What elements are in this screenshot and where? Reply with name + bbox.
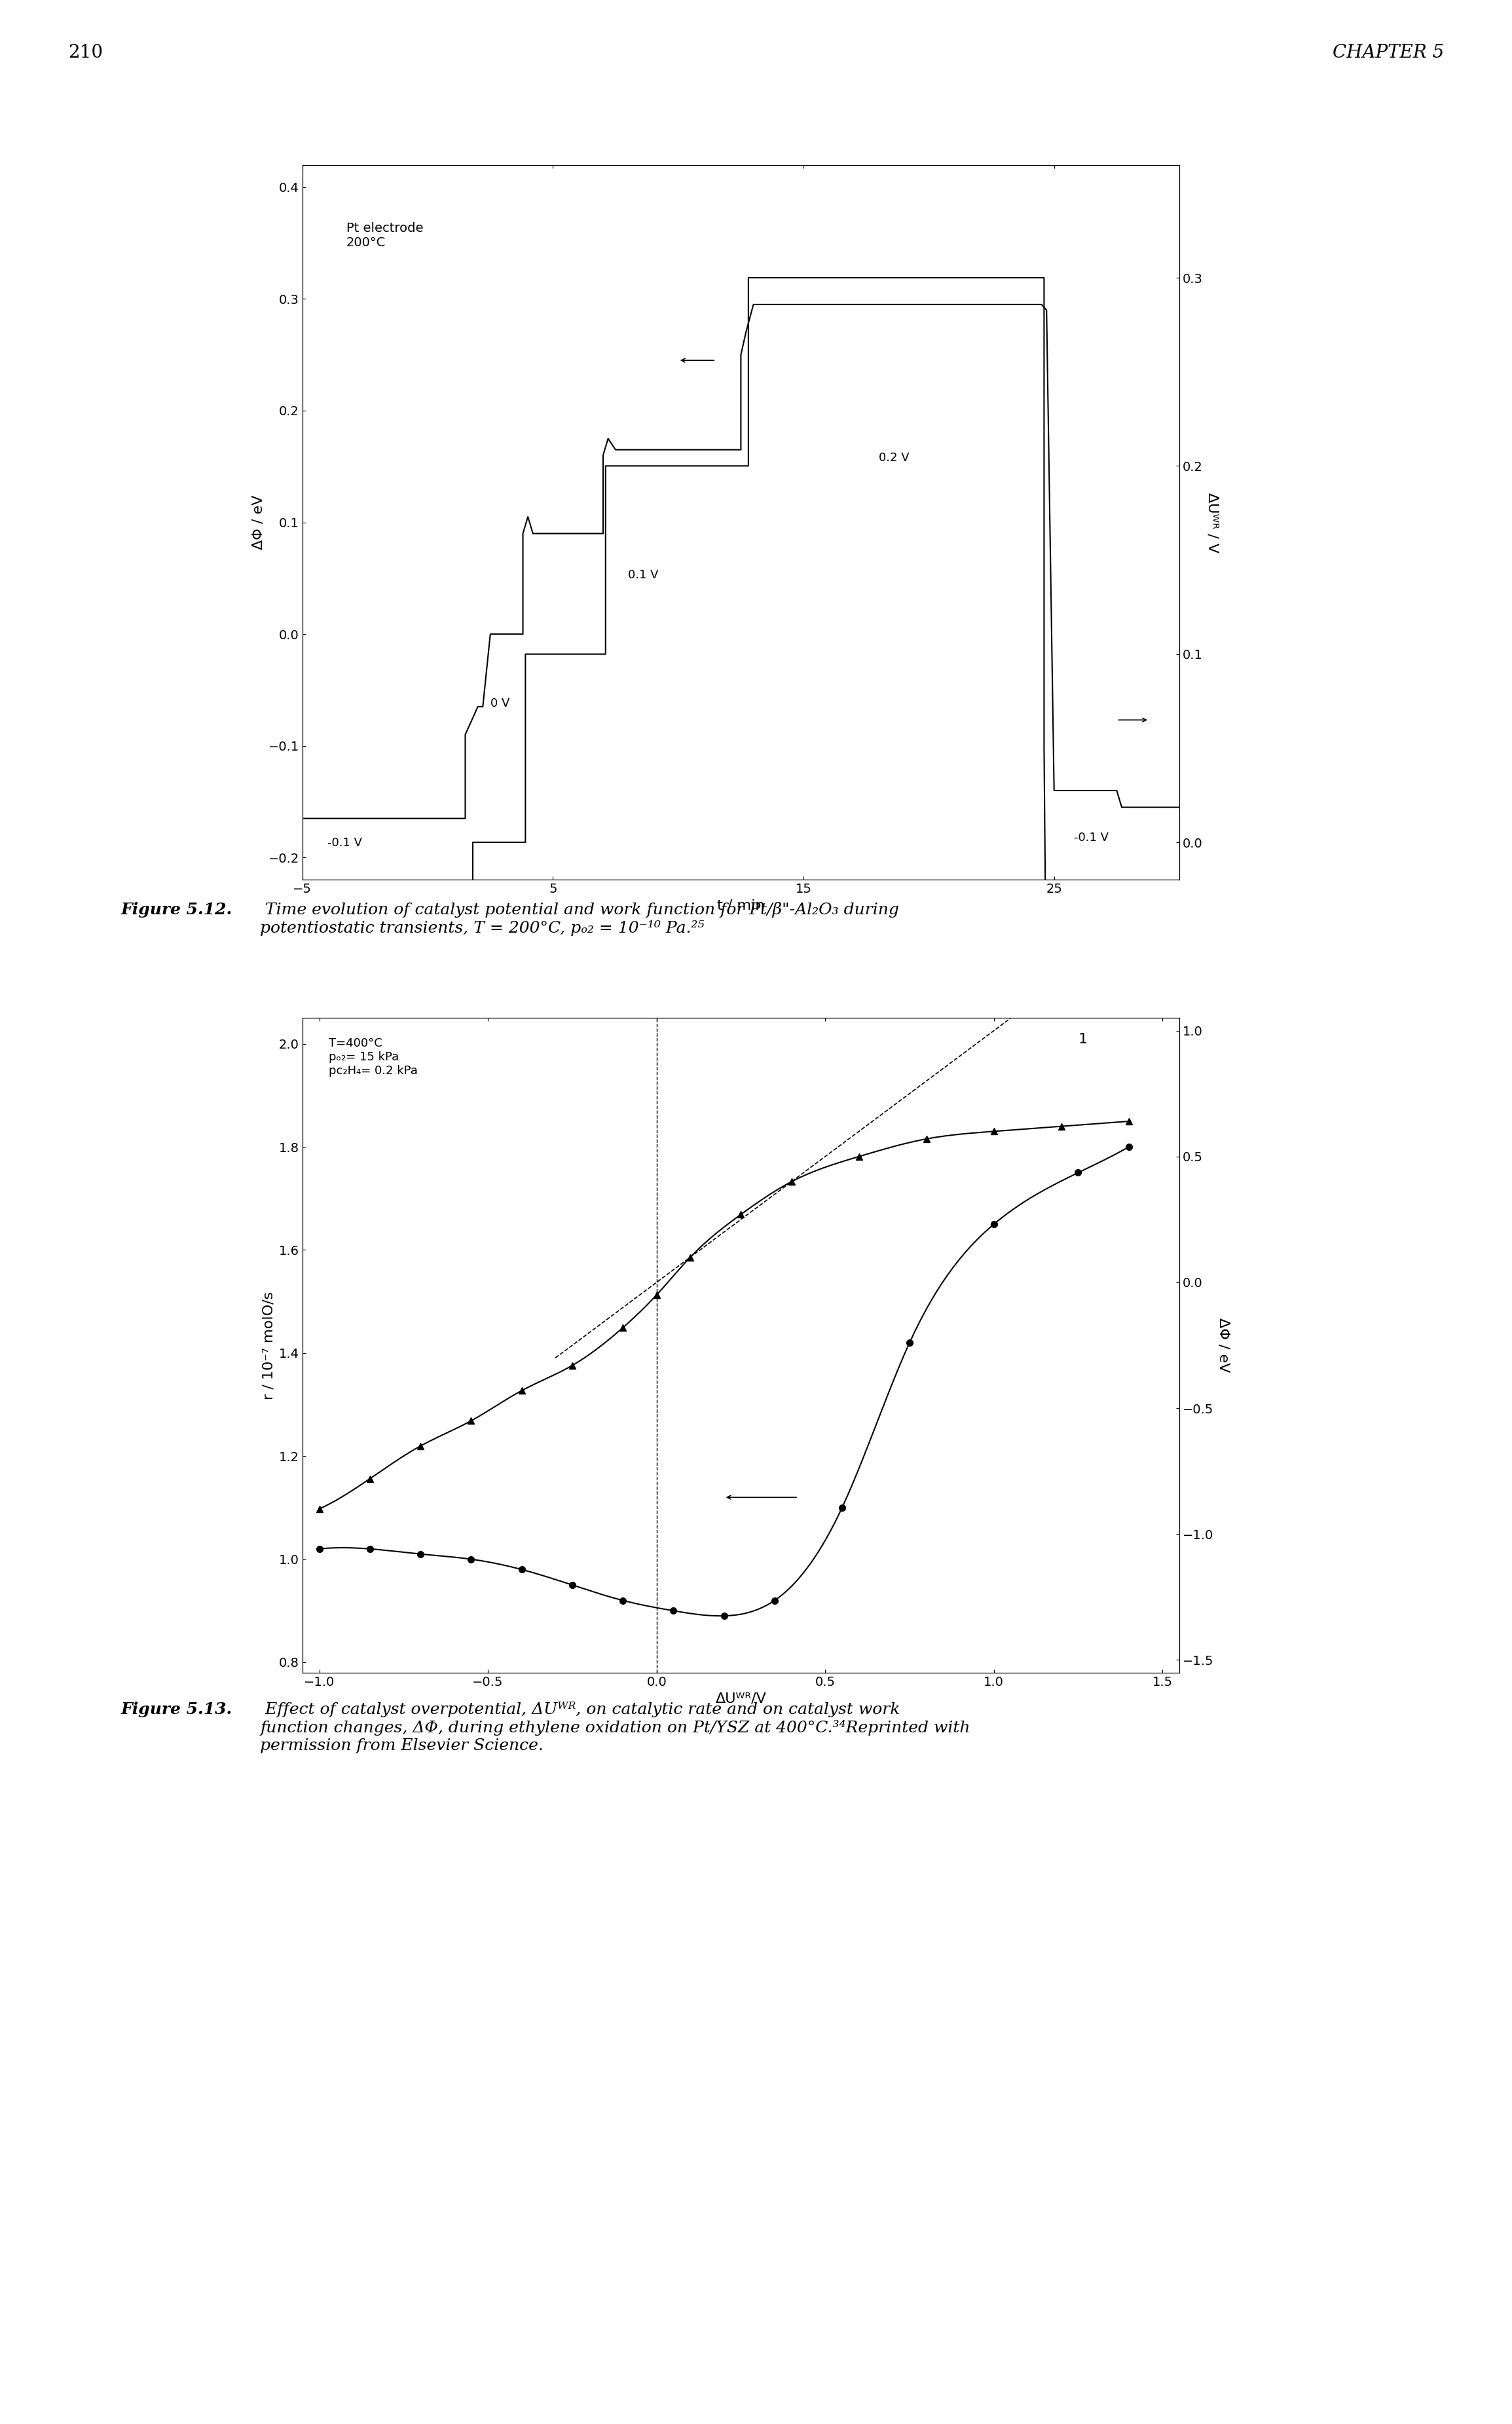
Text: Effect of catalyst overpotential, ΔUᵂᴿ, on catalytic rate and on catalyst work
f: Effect of catalyst overpotential, ΔUᵂᴿ, … <box>260 1702 971 1753</box>
Y-axis label: ΔUᵂᴿ / V: ΔUᵂᴿ / V <box>1207 492 1219 553</box>
Text: Time evolution of catalyst potential and work function for Pt/β"-Al₂O₃ during
po: Time evolution of catalyst potential and… <box>260 902 900 936</box>
Y-axis label: ΔΦ / eV: ΔΦ / eV <box>251 494 265 550</box>
Y-axis label: ΔΦ / eV: ΔΦ / eV <box>1217 1319 1231 1372</box>
Text: T=400°C
pₒ₂= 15 kPa
pᴄ₂H₄= 0.2 kPa: T=400°C pₒ₂= 15 kPa pᴄ₂H₄= 0.2 kPa <box>328 1037 417 1076</box>
Text: -0.1 V: -0.1 V <box>1074 831 1108 844</box>
Text: Figure 5.13.: Figure 5.13. <box>121 1702 233 1716</box>
Text: 1: 1 <box>1078 1033 1087 1045</box>
Text: 0 V: 0 V <box>490 698 510 710</box>
Text: -0.1 V: -0.1 V <box>328 836 363 848</box>
Text: 210: 210 <box>68 44 103 61</box>
X-axis label: ΔUᵂᴿ/V: ΔUᵂᴿ/V <box>715 1692 767 1704</box>
Text: Pt electrode
200°C: Pt electrode 200°C <box>346 223 423 250</box>
Y-axis label: r / 10⁻⁷ molO/s: r / 10⁻⁷ molO/s <box>262 1292 275 1399</box>
Text: 0.2 V: 0.2 V <box>878 451 909 463</box>
Text: 0.1 V: 0.1 V <box>627 570 659 582</box>
Text: CHAPTER 5: CHAPTER 5 <box>1332 44 1444 61</box>
X-axis label: t / min: t / min <box>717 899 765 911</box>
Text: Figure 5.12.: Figure 5.12. <box>121 902 233 916</box>
